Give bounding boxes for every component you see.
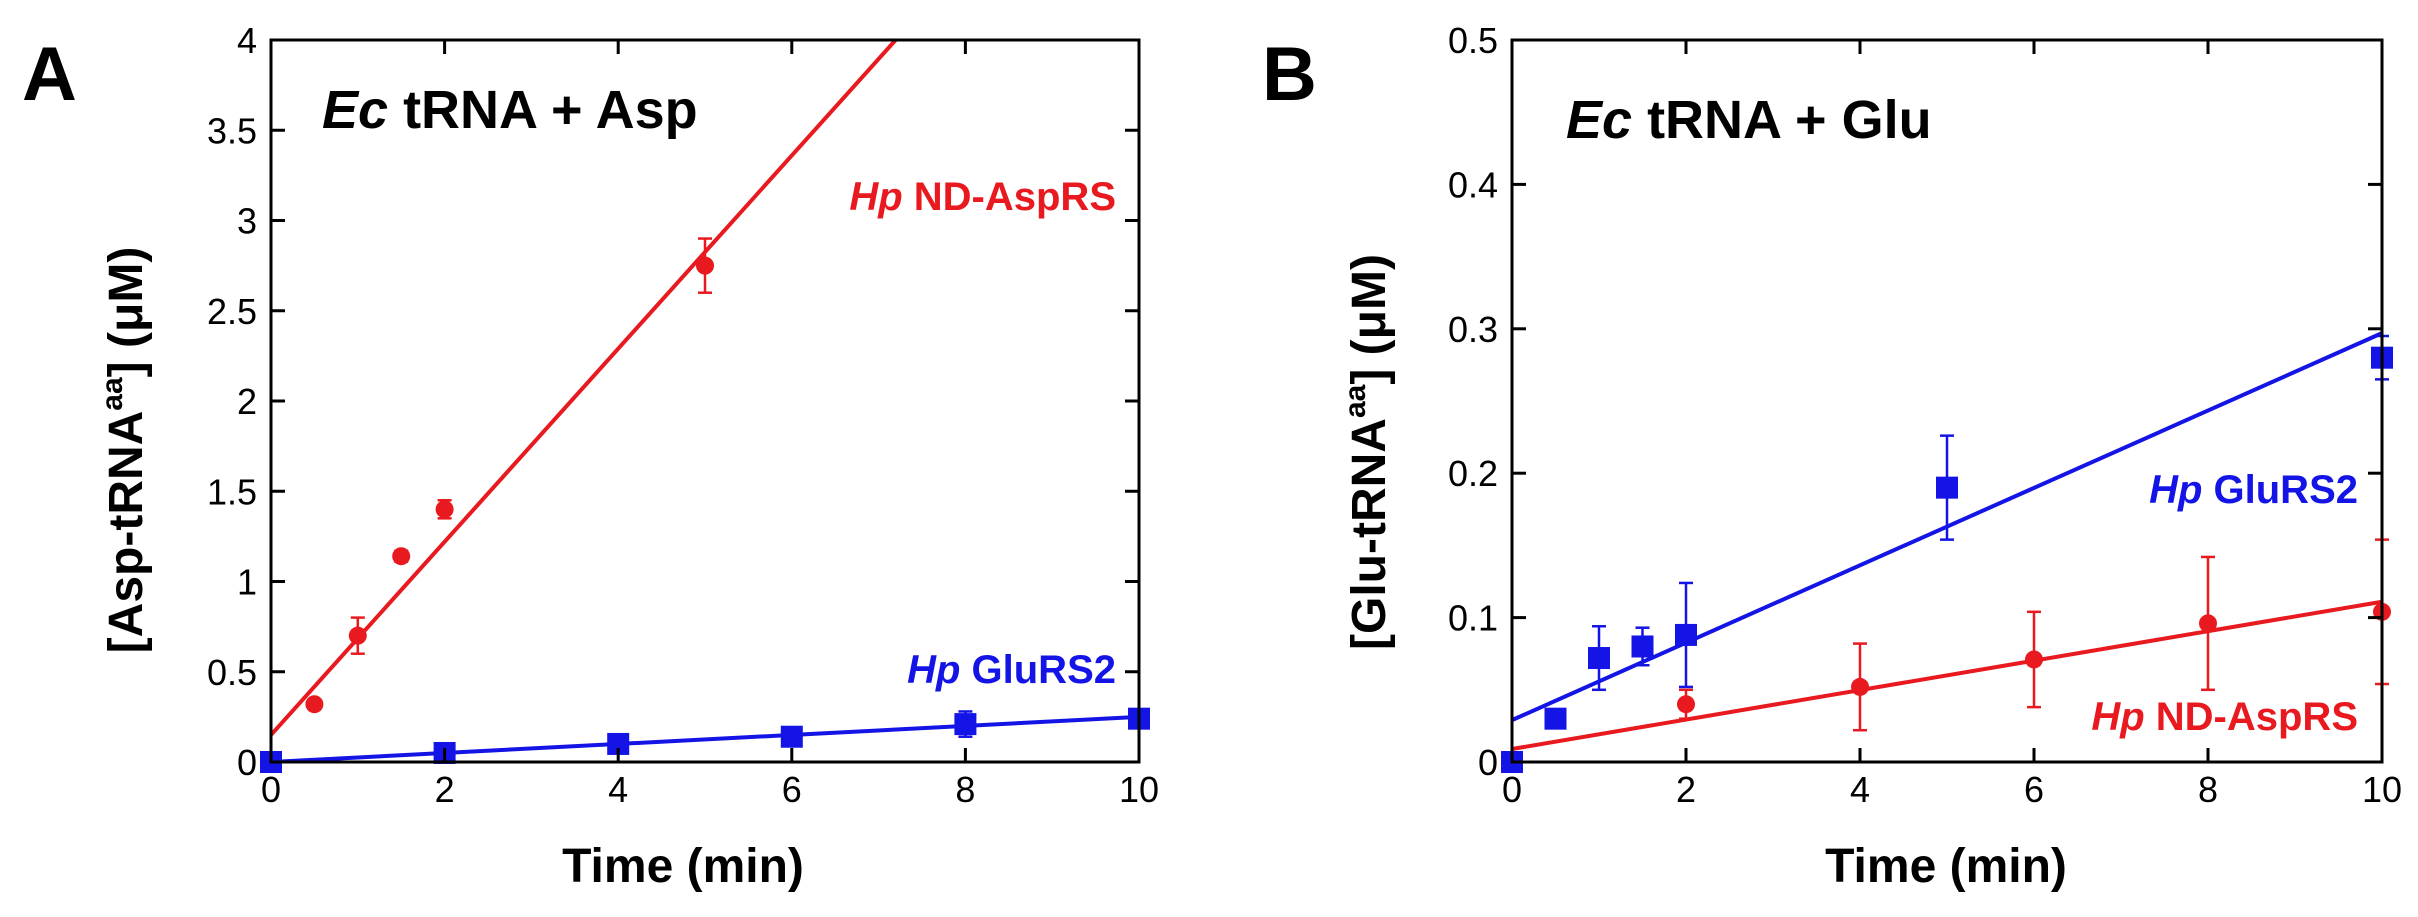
panel-b-y-tick-label: 0.2 [1448,453,1498,494]
panel-b-glurs2-point [1675,623,1697,646]
panel-b-y-tick-label: 0.4 [1448,164,1498,205]
panel-b-nd-asprs-fit-line [1511,599,2383,751]
panel-a-nd-asprs-point [305,695,324,714]
panel-a-y-tick-label: 4 [237,20,257,61]
panel-b-inset-title: Ec tRNA + Glu [1566,90,1932,150]
panel-b-y-tick-label: 0.5 [1448,20,1498,61]
panel-b-x-tick-label: 10 [2362,769,2402,810]
panel-a-x-tick-label: 10 [1119,769,1159,810]
panel-b-y-tick-label: 0.3 [1448,309,1498,350]
panel-a-y-tick-label: 2 [237,381,257,422]
panel-a-glurs2-point [954,713,977,736]
panel-b-x-tick-label: 6 [2024,769,2044,810]
panel-letter-a: A [22,32,77,117]
panel-a-x-tick-label: 2 [435,769,455,810]
panel-b-glurs2-point [1588,647,1610,670]
panel-a-x-tick-label: 6 [782,769,802,810]
panel-a-y-tick-label: 2.5 [207,291,257,332]
panel-a-label-nd-asprs: Hp ND-AspRS [849,175,1116,219]
panel-a-nd-asprs-point [392,547,411,566]
panel-a-glurs2-point [780,725,803,748]
panel-b-nd-asprs-point [2199,614,2217,633]
panel-b-glurs2-point [1544,707,1567,730]
panel-b-nd-asprs-point [2025,650,2043,669]
panel-a-inset-title: Ec tRNA + Asp [322,80,698,140]
panel-b-label-glurs2: Hp GluRS2 [2149,468,2358,512]
panel-a-glurs2-fit-line [270,714,1140,764]
panel-a-y-tick-label: 3.5 [207,110,257,151]
panel-a-y-tick-label: 1.5 [207,471,257,512]
panel-a-glurs2-point [607,732,630,755]
panel-b-y-tick-label: 0 [1478,742,1498,783]
panel-a-y-tick-label: 0.5 [207,652,257,693]
panel-b-x-tick-label: 4 [1850,769,1870,810]
panel-b-x-axis-title: Time (min) [1825,840,2067,893]
panel-b-plot-frame [1510,38,2384,764]
panel-a: A [Asp-tRNAaa] (μM) Time (min) 0 2 4 6 8 1000… [22,20,1159,893]
panel-a-x-axis-title: Time (min) [562,840,804,893]
panel-b-plot-area: 0 2 4 6 8 10 0 0.1 0.2 0.3 0.4 0.5 [1448,20,2402,810]
panel-a-x-tick-label: 4 [608,769,628,810]
panel-b-x-tick-label: 2 [1676,769,1696,810]
panel-b-glurs2-point [1936,476,1958,499]
panel-a-y-tick-label: 3 [237,201,257,242]
panel-b-x-tick-label: 0 [1502,769,1522,810]
panel-b-nd-asprs-point [1677,695,1695,714]
panel-b-label-nd-asprs: Hp ND-AspRS [2091,695,2358,739]
panel-a-x-tick-label: 0 [261,769,281,810]
panel-b-nd-asprs-point [1851,677,1869,696]
panel-a-nd-asprs-fit-line [269,38,898,737]
panel-a-y-tick-label: 1 [237,562,257,603]
panel-a-nd-asprs-point [696,256,714,275]
panel-a-plot-area: 0 2 4 6 8 10 0 0.5 1 1.5 2 2.5 3 3.5 4 [207,20,1159,810]
panel-b-data-layer [1501,331,2393,773]
panel-a-ticks: 0 2 4 6 8 10 0 0.5 1 1.5 2 2.5 3 3.5 4 [207,20,1159,810]
panel-b-glurs2-point [1631,635,1654,658]
panel-a-y-axis-title: [Asp-tRNAaa] (μM) [96,247,153,654]
panel-a-nd-asprs-point [348,626,367,645]
panel-a-x-tick-label: 8 [955,769,975,810]
panel-b-y-axis-title: [Glu-tRNAaa] (μM) [1339,254,1396,650]
panel-a-y-tick-label: 0 [237,742,257,783]
panel-b-ticks: 0 2 4 6 8 10 0 0.1 0.2 0.3 0.4 0.5 [1448,20,2402,810]
panel-b-x-tick-label: 8 [2198,769,2218,810]
panel-a-label-glurs2: Hp GluRS2 [907,648,1116,692]
panel-letter-b: B [1262,32,1317,117]
panel-b: B [Glu-tRNAaa] (μM) Time (min) 0 2 4 6 8 1000… [1262,20,2402,893]
panel-b-y-tick-label: 0.1 [1448,598,1498,639]
panel-a-nd-asprs-point [435,500,454,519]
